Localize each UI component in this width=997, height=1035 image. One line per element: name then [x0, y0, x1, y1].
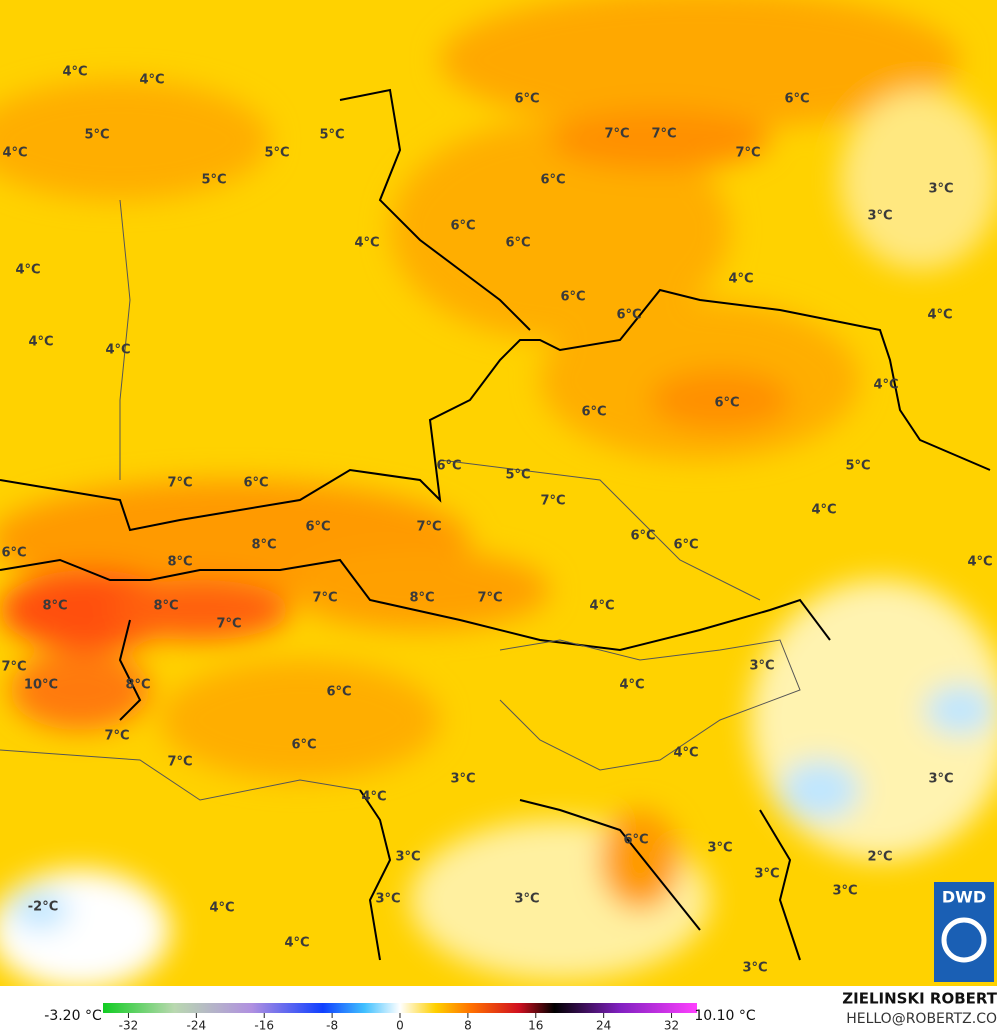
colorbar-tick-label: 32	[664, 1019, 679, 1033]
temp-label: 4°C	[15, 263, 40, 278]
temp-label: 6°C	[630, 529, 655, 544]
temp-label: 6°C	[673, 538, 698, 553]
temp-label: 6°C	[581, 405, 606, 420]
temp-label: 4°C	[354, 236, 379, 251]
temp-label: 6°C	[1, 546, 26, 561]
temp-label: 6°C	[243, 476, 268, 491]
temp-label: 6°C	[784, 92, 809, 107]
temp-label: 4°C	[967, 555, 992, 570]
temp-label: -2°C	[28, 900, 58, 915]
temp-label: 3°C	[928, 772, 953, 787]
temp-label: 5°C	[505, 468, 530, 483]
logo-swirl	[941, 917, 987, 963]
temp-label: 8°C	[409, 591, 434, 606]
temp-label: 8°C	[251, 538, 276, 553]
temp-label: 3°C	[742, 961, 767, 976]
colorbar-tick-label: 16	[528, 1019, 543, 1033]
temp-label: 7°C	[416, 520, 441, 535]
temp-label: 7°C	[604, 127, 629, 142]
temp-label: 5°C	[319, 128, 344, 143]
colorbar-tick-label: 0	[396, 1019, 404, 1033]
temp-label: 7°C	[735, 146, 760, 161]
colorbar-tick-label: -32	[119, 1019, 139, 1033]
temp-label: 6°C	[540, 173, 565, 188]
temp-label: 2°C	[867, 850, 892, 865]
temp-label: 6°C	[450, 219, 475, 234]
temp-label: 3°C	[395, 850, 420, 865]
temp-label: 7°C	[1, 660, 26, 675]
colorbar	[103, 1003, 697, 1013]
temp-label: 6°C	[514, 92, 539, 107]
temp-label: 4°C	[209, 901, 234, 916]
credit-email: HELLO@ROBERTZ.CO	[846, 1011, 997, 1027]
temp-label: 3°C	[832, 884, 857, 899]
temp-label: 7°C	[651, 127, 676, 142]
temp-label: 5°C	[201, 173, 226, 188]
temp-label: 3°C	[514, 892, 539, 907]
colorbar-tick-label: -24	[187, 1019, 207, 1033]
temp-label: 5°C	[845, 459, 870, 474]
temp-label: 7°C	[312, 591, 337, 606]
temp-label: 6°C	[305, 520, 330, 535]
temp-label: 4°C	[589, 599, 614, 614]
temp-label: 7°C	[167, 476, 192, 491]
temp-label: 10°C	[24, 678, 58, 693]
temp-label: 4°C	[284, 936, 309, 951]
temp-label: 7°C	[540, 494, 565, 509]
temp-label: 4°C	[728, 272, 753, 287]
map-field	[0, 0, 997, 990]
temp-label: 3°C	[928, 182, 953, 197]
temp-label: 4°C	[927, 308, 952, 323]
credit-name: ZIELINSKI ROBERT	[842, 990, 997, 1008]
temp-label: 6°C	[560, 290, 585, 305]
temp-label: 6°C	[436, 459, 461, 474]
max-label: 10.10 °C	[694, 1008, 756, 1024]
temp-label: 8°C	[153, 599, 178, 614]
temp-label: 7°C	[167, 755, 192, 770]
temp-label: 4°C	[361, 790, 386, 805]
colorbar-tick-label: -16	[254, 1019, 274, 1033]
temp-label: 4°C	[139, 73, 164, 88]
colorbar-tick-label: 8	[464, 1019, 472, 1033]
temp-label: 5°C	[84, 128, 109, 143]
temp-label: 3°C	[450, 772, 475, 787]
temp-label: 4°C	[873, 378, 898, 393]
temp-label: 3°C	[754, 867, 779, 882]
temp-label: 4°C	[2, 146, 27, 161]
temp-label: 3°C	[707, 841, 732, 856]
colorbar-tick-label: -8	[326, 1019, 338, 1033]
temp-label: 7°C	[104, 729, 129, 744]
temp-label: 6°C	[714, 396, 739, 411]
temp-label: 3°C	[867, 209, 892, 224]
temp-label: 6°C	[616, 308, 641, 323]
temp-label: 8°C	[125, 678, 150, 693]
temp-label: 6°C	[505, 236, 530, 251]
temp-label: 3°C	[749, 659, 774, 674]
temp-label: 4°C	[811, 503, 836, 518]
temp-label: 6°C	[291, 738, 316, 753]
logo-text: DWD	[942, 888, 986, 907]
temp-label: 4°C	[62, 65, 87, 80]
temp-label: 4°C	[28, 335, 53, 350]
temp-label: 3°C	[375, 892, 400, 907]
temp-label: 6°C	[623, 833, 648, 848]
temp-label: 8°C	[167, 555, 192, 570]
temp-label: 4°C	[105, 343, 130, 358]
temp-label: 4°C	[619, 678, 644, 693]
colorbar-tick-label: 24	[596, 1019, 611, 1033]
temp-label: 7°C	[477, 591, 502, 606]
temp-label: 8°C	[42, 599, 67, 614]
temp-label: 4°C	[673, 746, 698, 761]
temp-label: 6°C	[326, 685, 351, 700]
min-label: -3.20 °C	[44, 1008, 102, 1024]
temp-label: 7°C	[216, 617, 241, 632]
temp-label: 5°C	[264, 146, 289, 161]
